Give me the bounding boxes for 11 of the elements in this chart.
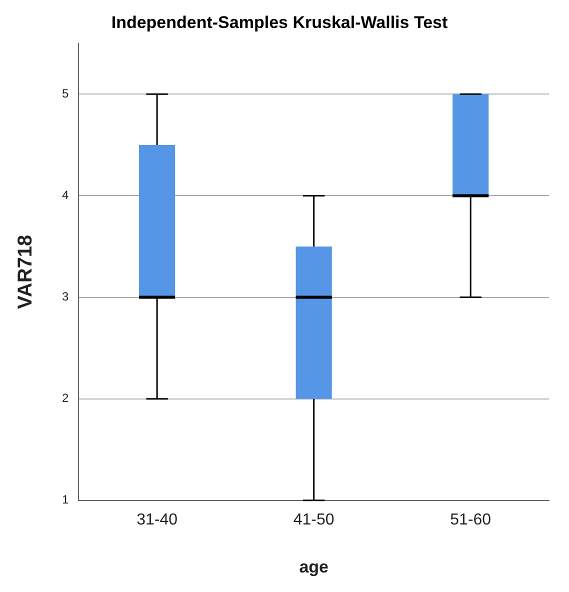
x-tick-label: 51-60: [450, 511, 492, 528]
x-axis-title: age: [299, 557, 328, 576]
y-tick-label: 3: [62, 290, 69, 304]
x-tick-label: 31-40: [136, 511, 178, 528]
y-tick-label: 1: [62, 492, 69, 507]
y-axis-title: VAR718: [14, 234, 37, 309]
y-tick-label: 4: [62, 188, 69, 202]
chart-title: Independent-Samples Kruskal-Wallis Test: [111, 12, 448, 32]
y-tick-label: 5: [62, 86, 69, 100]
x-tick-label: 41-50: [293, 511, 334, 528]
y-tick-label: 2: [62, 391, 69, 406]
